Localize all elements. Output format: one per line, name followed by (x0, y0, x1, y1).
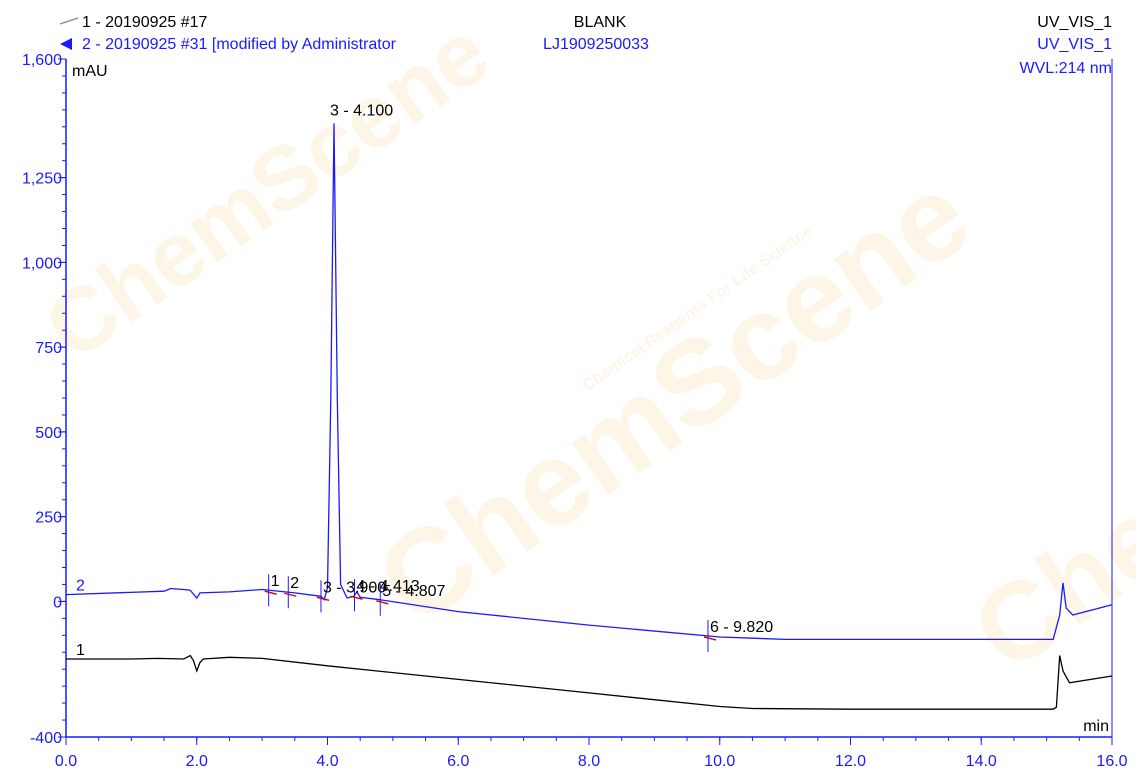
y-tick-label: 0 (53, 594, 62, 611)
peak-label: 2 (290, 575, 299, 592)
x-tick-label: 10.0 (704, 753, 735, 770)
axes: -400 0 250 500 750 1,000 1,250 1,600 0.0 2.0 4.0 6.… (22, 52, 1128, 770)
y-tick-label: 1,600 (22, 52, 62, 69)
traces: 12 (65, 123, 1113, 710)
trace-2-label: 2 (76, 578, 85, 595)
baseline-marker (316, 596, 330, 601)
baseline-marker (264, 590, 277, 595)
baseline-marker (703, 636, 717, 641)
peak-label: 6 - 9.820 (710, 619, 773, 636)
y-tick-label: 1,000 (22, 255, 62, 272)
y-tick-label: 250 (35, 510, 62, 527)
peak-label: 1 (271, 573, 280, 590)
x-tick-label: 2.0 (186, 753, 208, 770)
trace2-title: 2 - 20190925 #31 [modified by Administra… (82, 36, 396, 53)
x-tick-label: 16.0 (1096, 753, 1127, 770)
x-tick-label: 6.0 (447, 753, 469, 770)
channel-name-2: UV_VIS_1 (1037, 36, 1112, 53)
x-tick-label: 8.0 (578, 753, 600, 770)
y-tick-label: 1,250 (22, 171, 62, 188)
sample-id: LJ1909250033 (543, 36, 649, 53)
y-tick-label: -400 (30, 730, 62, 747)
x-tick-label: 4.0 (316, 753, 338, 770)
trace-1-label: 1 (76, 642, 85, 659)
trace1-title: 1 - 20190925 #17 (82, 14, 208, 31)
trace1-legend-icon (59, 17, 79, 25)
sample-name: BLANK (573, 14, 627, 31)
trace-1-line (66, 654, 1113, 710)
y-axis-label: mAU (72, 63, 108, 80)
trace-2-line (65, 123, 1113, 641)
x-tick-label: 0.0 (55, 753, 77, 770)
peak-label: 3 - 4.100 (330, 102, 393, 119)
trace2-legend-icon (60, 38, 72, 50)
channel-name-1: UV_VIS_1 (1037, 14, 1112, 31)
baseline-marker (350, 595, 363, 600)
wavelength-label: WVL:214 nm (1019, 60, 1112, 77)
y-tick-label: 750 (35, 340, 62, 357)
peak-label: 4 - 4.413 (356, 578, 419, 595)
peak-label: 5 - 4.807 (382, 583, 445, 600)
baseline-marker (284, 592, 297, 597)
y-tick-label: 500 (35, 425, 62, 442)
x-axis-label: min (1083, 718, 1109, 735)
x-tick-label: 12.0 (835, 753, 866, 770)
baseline-marker (376, 600, 389, 605)
x-tick-label: 14.0 (966, 753, 997, 770)
legend-icons (59, 17, 79, 50)
